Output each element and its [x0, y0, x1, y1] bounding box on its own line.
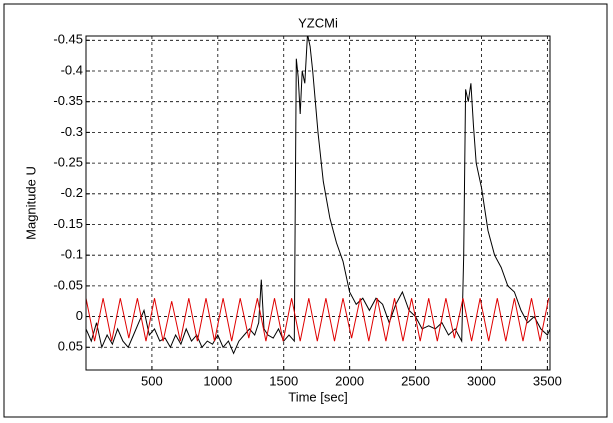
data-line: [86, 36, 550, 355]
y-tick-label: -0.05: [53, 277, 83, 292]
y-tick-label: -0.35: [53, 93, 83, 108]
x-tick-label: 1500: [269, 373, 298, 388]
frame: [3, 3, 608, 418]
x-tick-label: 500: [141, 373, 163, 388]
y-tick-label: -0.25: [53, 155, 83, 170]
y-axis-label: Magnitude U: [23, 166, 38, 240]
y-tick-label: -0.45: [53, 32, 83, 47]
y-tick-label: 0: [76, 308, 83, 323]
x-tick-label: 3500: [533, 373, 562, 388]
x-tick-label: 3000: [467, 373, 496, 388]
chart-title: YZCMi: [298, 15, 338, 30]
y-tick-label: -0.1: [61, 247, 83, 262]
plot-area: [86, 36, 550, 355]
y-tick-label: -0.3: [61, 124, 83, 139]
y-tick-label: -0.2: [61, 185, 83, 200]
y-tick-label: -0.4: [61, 62, 83, 77]
x-tick-label: 2500: [401, 373, 430, 388]
y-tick-label: 0.05: [58, 339, 83, 354]
data-line: [86, 298, 550, 342]
y-tick-label: -0.15: [53, 216, 83, 231]
x-tick-label: 2000: [335, 373, 364, 388]
x-tick-label: 1000: [203, 373, 232, 388]
x-axis-label: Time [sec]: [288, 389, 347, 404]
axes-box: [85, 35, 551, 371]
